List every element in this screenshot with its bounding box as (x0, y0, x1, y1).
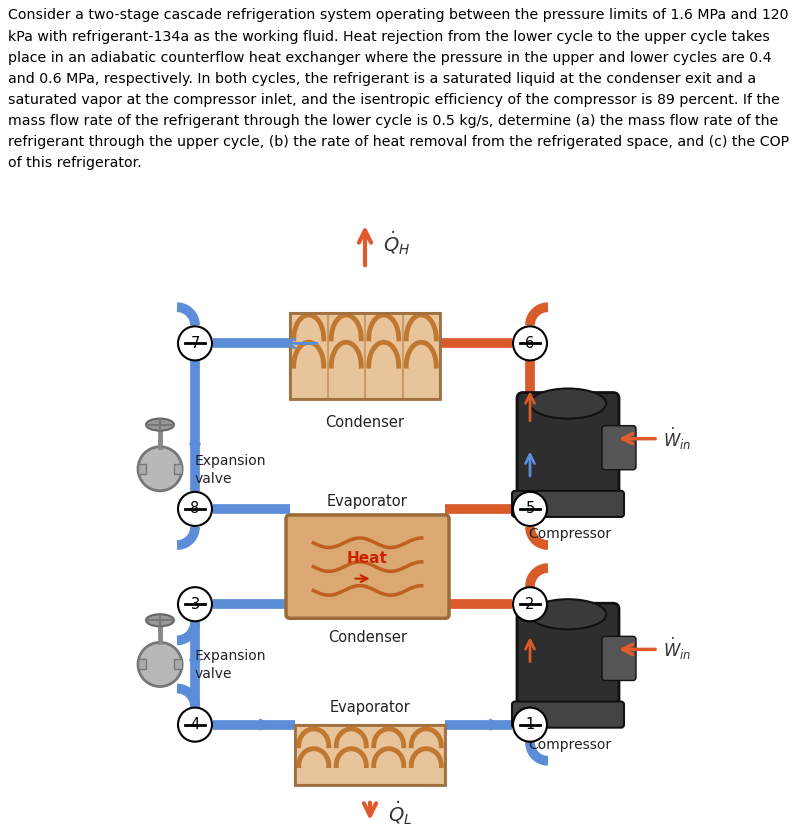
Text: $\dot{W}_{in}$: $\dot{W}_{in}$ (663, 426, 691, 452)
Circle shape (513, 326, 547, 361)
Text: Evaporator: Evaporator (330, 700, 410, 715)
FancyBboxPatch shape (602, 426, 636, 470)
Text: 2: 2 (526, 597, 534, 612)
FancyBboxPatch shape (138, 660, 146, 670)
Text: 4: 4 (190, 717, 200, 732)
Circle shape (138, 447, 182, 491)
Circle shape (178, 492, 212, 526)
Circle shape (178, 326, 212, 361)
FancyBboxPatch shape (174, 463, 182, 473)
FancyBboxPatch shape (517, 392, 619, 505)
Text: Heat: Heat (347, 551, 388, 566)
Text: Condenser: Condenser (326, 415, 405, 429)
Text: $\dot{Q}_L$: $\dot{Q}_L$ (388, 799, 412, 827)
Text: 7: 7 (190, 336, 200, 351)
Circle shape (178, 707, 212, 741)
Circle shape (178, 587, 212, 621)
Circle shape (513, 587, 547, 621)
Text: 6: 6 (526, 336, 534, 351)
Text: $\dot{W}_{in}$: $\dot{W}_{in}$ (663, 636, 691, 662)
FancyBboxPatch shape (512, 491, 624, 517)
Text: $\dot{Q}_H$: $\dot{Q}_H$ (383, 229, 410, 257)
Ellipse shape (146, 418, 174, 431)
Ellipse shape (530, 600, 606, 630)
FancyBboxPatch shape (138, 463, 146, 473)
FancyBboxPatch shape (174, 660, 182, 670)
Text: 5: 5 (526, 501, 534, 516)
Text: Condenser: Condenser (328, 630, 407, 645)
Circle shape (513, 492, 547, 526)
Circle shape (513, 707, 547, 741)
Text: Expansion: Expansion (195, 650, 266, 663)
Text: Compressor: Compressor (529, 737, 611, 752)
Text: Consider a two-stage cascade refrigeration system operating between the pressure: Consider a two-stage cascade refrigerati… (8, 8, 789, 170)
Text: Compressor: Compressor (529, 527, 611, 541)
Text: 8: 8 (190, 501, 200, 516)
FancyBboxPatch shape (295, 725, 445, 785)
Circle shape (138, 642, 182, 686)
FancyBboxPatch shape (512, 701, 624, 727)
Text: 1: 1 (526, 717, 534, 732)
Text: valve: valve (195, 667, 233, 681)
FancyBboxPatch shape (290, 313, 440, 398)
FancyBboxPatch shape (517, 603, 619, 716)
Ellipse shape (146, 615, 174, 626)
Text: Evaporator: Evaporator (327, 494, 408, 509)
FancyBboxPatch shape (602, 636, 636, 681)
Text: valve: valve (195, 472, 233, 486)
FancyBboxPatch shape (286, 515, 449, 618)
Text: Expansion: Expansion (195, 453, 266, 468)
Text: 3: 3 (190, 597, 199, 612)
Ellipse shape (530, 388, 606, 418)
